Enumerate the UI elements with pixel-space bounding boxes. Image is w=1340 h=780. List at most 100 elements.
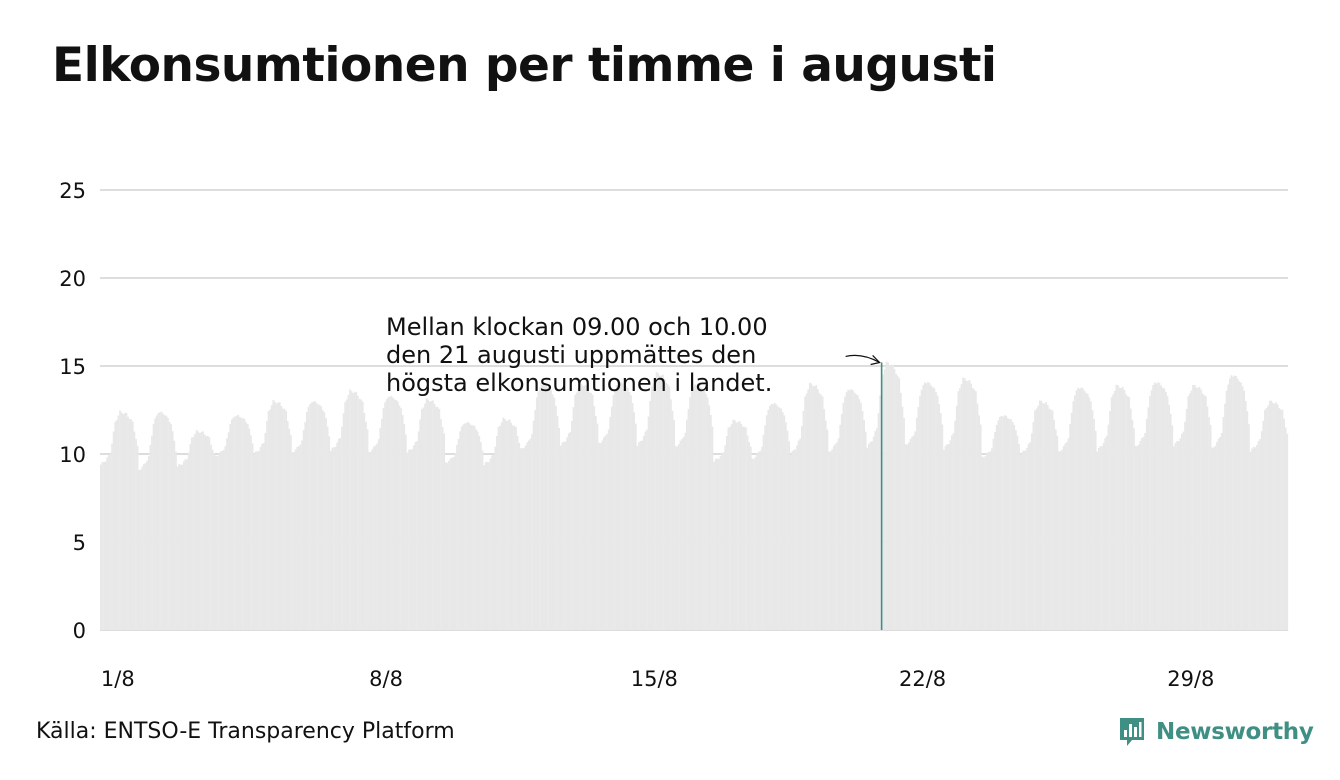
hour-bar	[663, 378, 666, 630]
hour-bar	[349, 389, 351, 630]
hour-bar	[1137, 444, 1140, 630]
hour-bar	[705, 394, 707, 630]
hour-bar	[216, 455, 219, 630]
hour-bar	[1027, 443, 1030, 630]
hour-bar	[1249, 451, 1252, 630]
hour-bar	[510, 422, 513, 630]
hour-bar	[1125, 394, 1127, 630]
hour-bar	[1056, 435, 1059, 630]
hour-bar	[100, 464, 102, 630]
hour-bar	[1048, 408, 1051, 630]
hour-bar	[226, 438, 228, 630]
hour-bar	[379, 427, 382, 630]
hour-bar	[200, 431, 203, 630]
hour-bar	[1051, 410, 1054, 630]
x-tick-label: 1/8	[101, 667, 135, 691]
hour-bar	[1080, 387, 1083, 630]
hour-bar	[687, 409, 690, 630]
hour-bar	[604, 435, 607, 630]
hour-bar	[478, 435, 481, 630]
x-tick-label: 15/8	[631, 667, 678, 691]
hour-bar	[1169, 413, 1172, 630]
hour-bar	[529, 438, 532, 630]
x-tick-label: 22/8	[899, 667, 946, 691]
hour-bar	[1198, 386, 1201, 630]
hour-bar	[1043, 403, 1046, 630]
hour-bar	[277, 402, 279, 630]
hour-bar	[976, 403, 979, 630]
hour-bar	[652, 383, 655, 630]
hour-bar	[363, 412, 366, 630]
hour-bar	[211, 449, 214, 630]
hour-bar	[272, 399, 275, 630]
hour-bar	[404, 434, 407, 630]
hour-bar	[523, 448, 525, 630]
hour-bar	[588, 392, 591, 630]
hour-bar	[1008, 419, 1011, 630]
chart-title: Elkonsumtionen per timme i augusti	[52, 38, 997, 93]
hour-bar	[234, 416, 236, 630]
hour-bar	[970, 383, 972, 630]
hour-bar	[336, 442, 339, 630]
hour-bar	[1211, 447, 1214, 630]
hour-bar	[1016, 435, 1019, 630]
hour-bar	[235, 415, 238, 630]
hour-bar	[606, 433, 608, 630]
hour-bar	[575, 392, 578, 630]
hour-bar	[783, 415, 786, 630]
hour-bar	[898, 378, 901, 630]
hour-bar	[824, 420, 827, 630]
hour-bar	[246, 424, 249, 630]
hour-bar	[464, 423, 466, 630]
hour-bar	[944, 445, 947, 630]
y-tick-label: 0	[73, 619, 86, 643]
hour-bar	[662, 374, 664, 630]
hour-bar	[1070, 412, 1073, 630]
hour-bar	[202, 431, 204, 630]
hour-bar	[753, 458, 755, 630]
hour-bar	[505, 420, 508, 630]
hour-bar	[1193, 384, 1196, 630]
hour-bar	[313, 400, 316, 630]
hour-bar	[914, 431, 917, 630]
hour-bar	[280, 405, 283, 630]
hour-bar	[548, 388, 551, 630]
hour-bar	[639, 440, 642, 630]
hour-bar	[724, 445, 727, 630]
hour-bar	[671, 410, 674, 630]
hour-bar	[1204, 396, 1207, 630]
hour-bar	[1243, 390, 1246, 630]
hour-bar	[521, 448, 524, 630]
hour-bar	[737, 422, 739, 630]
hour-bar	[1248, 424, 1250, 630]
hour-bar	[358, 398, 361, 630]
hour-bar	[500, 422, 503, 630]
hour-bar	[389, 396, 391, 630]
hour-bar	[1133, 428, 1135, 630]
hour-bar	[836, 442, 838, 630]
hour-bar	[786, 430, 789, 630]
hour-bar	[598, 442, 600, 630]
hour-bar	[882, 374, 885, 630]
hour-bar	[1149, 396, 1151, 630]
source-note: Källa: ENTSO-E Transparency Platform	[36, 719, 455, 744]
hour-bar	[258, 450, 260, 630]
hour-bar	[920, 389, 923, 630]
hour-bar	[473, 426, 476, 630]
hour-bar	[384, 402, 386, 630]
hour-bar	[740, 423, 743, 630]
hour-bar	[475, 429, 477, 630]
hour-bar	[599, 442, 602, 630]
hour-bar	[633, 412, 636, 630]
hour-bar	[1101, 446, 1103, 630]
hour-bar	[406, 452, 409, 630]
hour-bar	[591, 394, 594, 630]
hour-bar	[682, 437, 685, 630]
hour-bar	[885, 361, 888, 630]
hour-bar	[507, 420, 509, 630]
hour-bar	[971, 387, 974, 630]
hour-bar	[365, 421, 367, 630]
hour-bar	[1158, 382, 1161, 630]
hour-bar	[262, 443, 265, 630]
hour-bar	[503, 418, 506, 630]
